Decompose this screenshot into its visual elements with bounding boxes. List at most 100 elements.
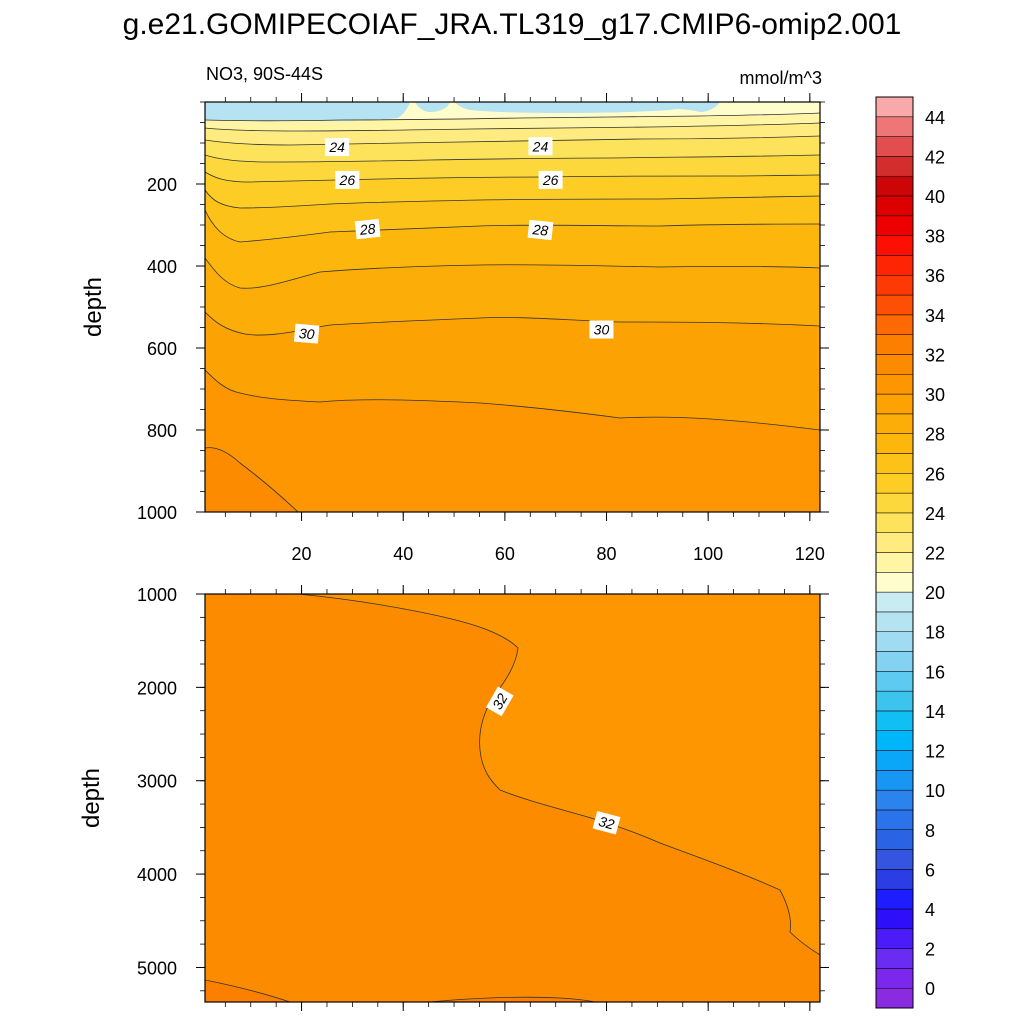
colorbar-swatch — [875, 789, 914, 811]
colorbar-swatch — [875, 572, 914, 593]
colorbar-swatch — [875, 869, 914, 890]
colorbar-swatch — [875, 552, 914, 573]
units-label: mmol/m^3 — [739, 68, 822, 88]
contour-label: 30 — [589, 320, 614, 339]
colorbar-label: 12 — [925, 742, 945, 762]
colorbar-label: 42 — [925, 147, 945, 167]
colorbar-swatch — [875, 809, 914, 831]
colorbar-frame — [875, 96, 914, 1009]
colorbar-label: 6 — [925, 860, 935, 880]
colorbar-label: 44 — [925, 108, 945, 128]
contour-label-text: 28 — [531, 221, 549, 239]
contour-labels: 24 24 26 26 28 28 30 30 32 32 — [293, 137, 621, 835]
colorbar-swatch — [875, 987, 914, 1009]
y-tick-label: 400 — [147, 257, 177, 277]
colorbar-label: 24 — [925, 504, 945, 524]
colorbar-label: 16 — [925, 662, 945, 682]
contour-label-text: 24 — [532, 138, 549, 154]
colorbar-swatch — [875, 473, 914, 494]
colorbar-swatch — [875, 730, 914, 751]
colorbar-swatch — [875, 215, 914, 236]
lower-x-ticks — [224, 585, 811, 1011]
colorbar-swatch — [875, 611, 914, 632]
colorbar-label: 20 — [925, 583, 945, 603]
y-tick-label: 800 — [147, 421, 177, 441]
y-tick-label: 4000 — [137, 865, 177, 885]
x-tick-label: 80 — [597, 544, 617, 564]
colorbar-swatch — [875, 294, 914, 316]
colorbar-swatch — [875, 413, 914, 434]
colorbar-swatch — [875, 393, 914, 415]
y-tick-label: 2000 — [137, 678, 177, 698]
colorbar-label: 36 — [925, 266, 945, 286]
colorbar-swatch — [875, 274, 914, 296]
colorbar-swatch — [875, 631, 914, 652]
contour-label-text: 26 — [339, 172, 356, 188]
colorbar-label: 32 — [925, 345, 945, 365]
x-tick-label: 40 — [393, 544, 413, 564]
colorbar-swatch — [875, 849, 914, 870]
colorbar-swatch — [875, 968, 914, 989]
colorbar-label: 30 — [925, 385, 945, 405]
colorbar-swatch — [875, 908, 914, 930]
colorbar-swatch — [875, 532, 914, 553]
lower-y-axis-label: depth — [78, 768, 105, 828]
colorbar-swatch — [875, 651, 914, 672]
colorbar-label: 38 — [925, 227, 945, 247]
upper-y-ticks: 200 400 600 800 1000 — [137, 101, 829, 523]
colorbar-swatch — [875, 512, 914, 533]
colorbar-label: 34 — [925, 306, 945, 326]
colorbar-swatch — [875, 195, 914, 217]
colorbar-swatch — [875, 354, 914, 375]
lower-y-ticks: 1000 2000 3000 4000 5000 — [137, 585, 829, 992]
contour-label-text: 28 — [358, 220, 376, 238]
colorbar-label: 2 — [925, 940, 935, 960]
colorbar-label: 14 — [925, 702, 945, 722]
contour-label-text: 24 — [328, 139, 345, 155]
colorbar-swatch — [875, 948, 914, 969]
lower-panel-fill — [205, 594, 820, 1002]
y-tick-label: 200 — [147, 175, 177, 195]
colorbar: 0246810121416182022242628303234363840424… — [875, 96, 945, 1009]
colorbar-swatch — [875, 334, 914, 355]
colorbar-label: 4 — [925, 900, 935, 920]
y-tick-label: 3000 — [137, 772, 177, 792]
upper-contour-lines — [205, 112, 820, 512]
colorbar-swatch — [875, 136, 914, 157]
colorbar-swatch — [875, 433, 914, 454]
upper-x-ticks: 20 40 60 80 100 120 — [224, 93, 825, 564]
contour-label-text: 26 — [542, 172, 559, 188]
colorbar-swatch — [875, 116, 914, 137]
y-tick-label: 600 — [147, 339, 177, 359]
upper-y-axis-label: depth — [80, 277, 107, 337]
contour-label: 32 — [485, 686, 514, 717]
contour-label: 26 — [538, 170, 563, 189]
colorbar-swatch — [875, 453, 914, 474]
x-tick-label: 20 — [292, 544, 312, 564]
colorbar-swatch — [875, 591, 914, 613]
colorbar-swatch — [875, 770, 914, 791]
colorbar-swatch — [875, 710, 914, 731]
figure-title: g.e21.GOMIPECOIAF_JRA.TL319_g17.CMIP6-om… — [122, 8, 902, 41]
colorbar-swatch — [875, 255, 914, 276]
y-tick-label: 1000 — [137, 503, 177, 523]
y-tick-label: 1000 — [137, 585, 177, 605]
upper-panel-fill — [205, 102, 820, 512]
x-tick-label: 60 — [495, 544, 515, 564]
contour-label: 30 — [293, 323, 320, 344]
colorbar-label: 40 — [925, 187, 945, 207]
contour-label: 26 — [335, 170, 360, 189]
contour-label-text: 32 — [489, 690, 511, 712]
colorbar-label: 8 — [925, 821, 935, 841]
contour-label: 24 — [325, 138, 350, 157]
contour-label: 28 — [354, 218, 381, 240]
contour-label-text: 30 — [594, 322, 610, 338]
y-tick-label: 5000 — [137, 958, 177, 978]
colorbar-swatch — [875, 888, 914, 910]
x-tick-label: 100 — [693, 544, 723, 564]
x-tick-label: 120 — [795, 544, 825, 564]
colorbar-swatch — [875, 829, 914, 850]
colorbar-label: 18 — [925, 623, 945, 643]
